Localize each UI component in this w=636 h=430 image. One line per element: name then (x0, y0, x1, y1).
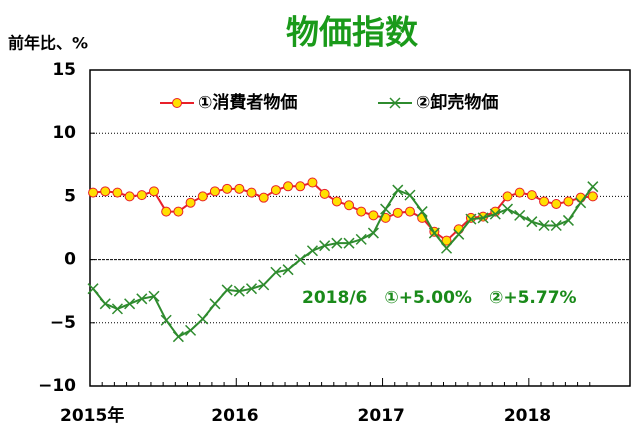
data-point (99, 298, 111, 310)
data-point (526, 216, 538, 228)
y-tick-label: 5 (64, 186, 76, 206)
data-point (197, 191, 208, 202)
data-point (306, 245, 318, 257)
data-point (539, 196, 550, 207)
data-point (356, 206, 367, 217)
data-point (270, 185, 281, 196)
legend-label: ①消費者物価 (198, 92, 297, 113)
data-point (587, 191, 598, 202)
data-point (404, 206, 415, 217)
data-point (246, 187, 257, 198)
data-point (197, 313, 209, 325)
legend-label: ②卸売物価 (416, 92, 498, 113)
x-tick-label: 2018 (504, 406, 551, 426)
legend-marker (172, 98, 182, 108)
data-point (526, 190, 537, 201)
data-point (416, 206, 428, 218)
data-point (465, 213, 477, 225)
data-point (380, 203, 392, 215)
y-tick-label: 10 (52, 123, 76, 143)
data-point (368, 210, 379, 221)
data-point (344, 200, 355, 211)
data-point (550, 219, 562, 232)
data-point (319, 188, 330, 199)
data-point (477, 212, 489, 224)
legend-marker (389, 97, 401, 109)
data-point (148, 290, 160, 302)
data-point (367, 227, 379, 239)
data-point (173, 206, 184, 217)
data-point (258, 192, 269, 203)
data-point (185, 324, 197, 336)
data-point (587, 181, 599, 193)
data-point (294, 254, 306, 266)
data-point (551, 198, 562, 209)
data-point (136, 190, 147, 201)
data-point (112, 187, 123, 198)
data-point (87, 283, 99, 295)
data-point (172, 331, 184, 343)
data-point (270, 266, 282, 278)
data-point (404, 189, 416, 201)
data-point (234, 183, 245, 194)
data-point (221, 284, 233, 296)
data-point (331, 196, 342, 207)
data-point (161, 206, 172, 217)
y-tick-label: 15 (52, 60, 76, 80)
data-point (209, 298, 221, 310)
y-axis-label: 前年比、% (8, 34, 88, 53)
data-point (160, 314, 172, 326)
data-point (538, 219, 550, 232)
data-point (343, 237, 355, 249)
data-point (282, 264, 294, 276)
data-point (502, 191, 513, 202)
data-point (88, 187, 99, 198)
data-point (392, 207, 403, 218)
data-point (441, 235, 452, 246)
data-point (209, 186, 220, 197)
x-tick-label: 2015年 (60, 405, 124, 426)
y-tick-label: 0 (64, 250, 76, 270)
data-point (453, 228, 465, 240)
data-point (283, 181, 294, 192)
data-point (514, 187, 525, 198)
annotation: 2018/6 ①+5.00% ②+5.77% (302, 288, 577, 308)
data-point (233, 285, 245, 297)
data-point (514, 209, 526, 221)
data-point (245, 283, 258, 295)
data-point (355, 233, 367, 245)
data-point (148, 186, 159, 197)
data-point (562, 214, 574, 226)
y-tick-label: −5 (50, 313, 76, 333)
data-point (563, 196, 574, 207)
data-point (331, 237, 343, 249)
data-point (124, 191, 135, 202)
data-point (441, 242, 453, 254)
data-point (489, 208, 501, 220)
x-tick-label: 2017 (358, 406, 405, 426)
data-point (258, 279, 270, 291)
x-tick-label: 2016 (211, 406, 258, 426)
chart-title: 物価指数 (286, 13, 419, 52)
data-point (185, 197, 196, 208)
data-point (124, 298, 136, 310)
data-point (319, 240, 331, 252)
data-point (295, 181, 306, 192)
plot-frame (89, 69, 631, 387)
data-point (136, 293, 148, 305)
data-point (501, 203, 514, 215)
data-point (100, 186, 111, 197)
y-tick-label: −10 (38, 376, 76, 396)
data-point (392, 184, 404, 196)
data-point (222, 183, 233, 194)
data-point (111, 303, 123, 315)
data-point (428, 227, 440, 239)
data-point (307, 177, 318, 188)
data-point (575, 197, 587, 209)
